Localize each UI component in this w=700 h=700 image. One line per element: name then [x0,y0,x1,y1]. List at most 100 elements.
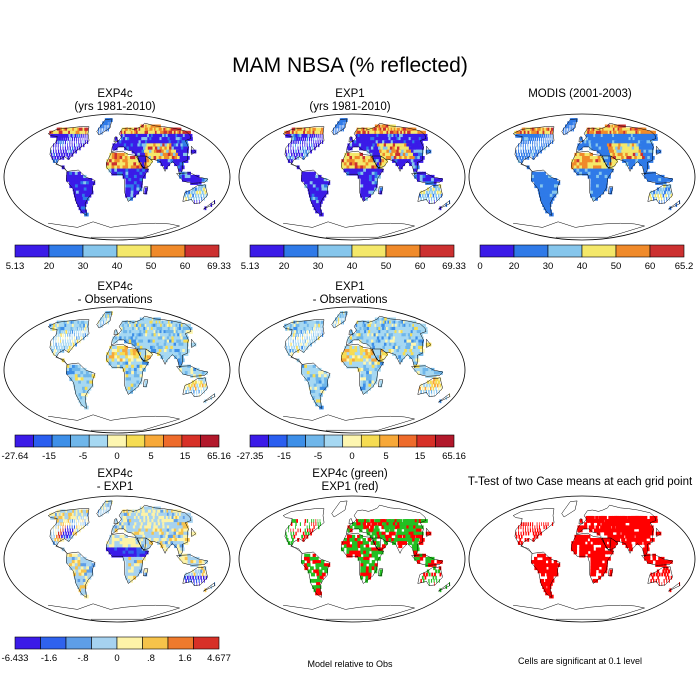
grid-cell [598,171,603,176]
grid-cell [55,528,57,533]
grid-cell [81,323,84,328]
grid-cell [311,193,316,198]
grid-cell [131,531,136,536]
grid-cell [61,519,63,523]
grid-cell [144,383,148,388]
grid-cell [203,377,207,382]
grid-cell [132,515,136,520]
grid-cell [130,550,135,555]
grid-cell [349,336,353,341]
grid-cell [136,550,141,555]
grid-cell [120,326,124,331]
grid-cell [579,137,583,141]
grid-cell [531,171,535,176]
grid-cell [104,314,107,319]
grid-cell [427,386,429,391]
grid-cell [362,156,366,160]
grid-cell [156,538,161,542]
grid-cell [349,355,353,360]
grid-cell [139,358,143,363]
colorbar-box [51,434,71,448]
grid-cell [527,149,530,154]
grid-cell [150,339,155,344]
grid-cell [576,156,580,160]
grid-cell [340,165,345,170]
grid-cell [61,547,65,552]
grid-cell [71,140,73,144]
grid-cell [545,184,550,189]
grid-cell [84,383,89,388]
grid-cell [109,500,112,504]
grid-cell [132,333,136,337]
grid-cell [69,130,73,135]
grid-cell [306,140,308,144]
grid-cell [128,339,133,344]
grid-cell [54,538,57,542]
grid-cell [352,358,356,363]
grid-cell [132,522,136,526]
grid-cell [128,377,132,382]
grid-cell [374,364,379,369]
grid-cell [150,336,156,341]
grid-cell [371,355,375,360]
grid-cell [650,196,652,201]
grid-cell [545,174,549,179]
grid-cell [518,143,520,148]
grid-cell [131,367,135,372]
grid-cell [295,140,297,144]
grid-cell [64,130,68,135]
grid-cell [127,130,131,135]
grid-cell [156,349,161,353]
grid-cell [362,130,366,135]
grid-cell [343,314,345,319]
grid-cell [124,156,129,160]
grid-cell [111,364,115,369]
grid-cell [406,149,412,154]
grid-cell [293,345,296,350]
grid-cell [593,133,597,138]
grid-cell [60,133,64,138]
grid-cell [121,519,125,523]
grid-cell [119,352,124,356]
coastline-antarctica [48,603,180,620]
grid-cell [67,137,70,141]
grid-cell [128,563,132,567]
grid-cell [71,522,73,526]
colorbar-tick-label: -27.64 [2,451,29,462]
grid-cell [163,162,168,167]
grid-cell [309,133,312,138]
grid-cell [299,339,301,344]
grid-cell [108,118,111,122]
grid-cell [432,386,435,391]
grid-cell [111,352,115,356]
grid-cell [440,193,443,198]
grid-cell [365,184,370,189]
grid-cell [161,349,166,353]
grid-cell [75,531,77,536]
grid-cell [83,178,87,182]
grid-cell [321,137,323,141]
grid-cell [197,187,200,192]
grid-cell [374,181,378,185]
grid-cell [566,127,568,132]
grid-cell [125,137,129,141]
grid-cell [371,383,375,388]
grid-cell [352,152,356,157]
grid-cell [146,162,151,167]
grid-cell [55,336,57,341]
grid-cell [414,174,418,179]
grid-cell [122,556,127,561]
grid-cell [368,367,373,372]
grid-cell [67,531,70,536]
grid-cell [163,156,169,160]
grid-cell [137,349,142,353]
grid-cell [666,178,670,182]
grid-cell [133,178,138,182]
grid-cell [73,512,77,517]
grid-cell [132,336,137,341]
grid-cell [368,187,372,192]
grid-cell [78,190,83,195]
grid-cell [291,137,294,141]
coastline-indonesia [410,365,444,377]
grid-cell [352,156,356,160]
